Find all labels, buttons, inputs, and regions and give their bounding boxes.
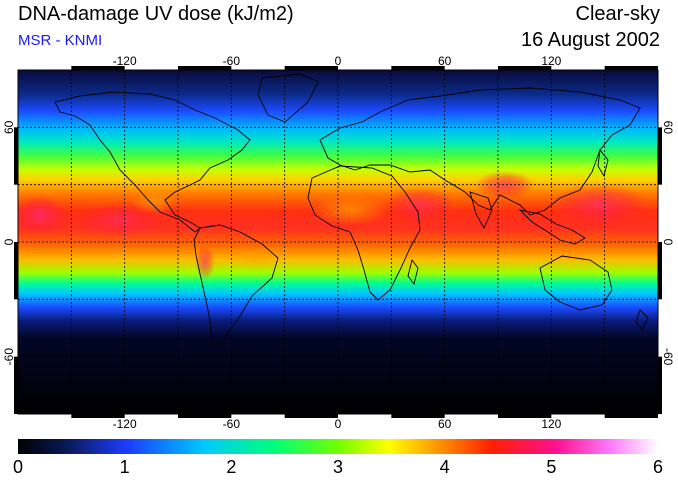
map-title: DNA-damage UV dose (kJ/m2) <box>18 3 294 25</box>
colorbar <box>18 439 658 454</box>
frame-tick <box>284 414 338 418</box>
lon-tick-label-bottom: 120 <box>541 417 561 431</box>
coastline-south-america <box>193 224 279 345</box>
coastline-africa <box>307 165 421 301</box>
coastline-india <box>469 191 493 229</box>
lon-tick-label-top: 0 <box>335 54 342 68</box>
frame-tick <box>658 242 662 300</box>
frame-tick <box>284 66 338 70</box>
colorbar-tick-label: 3 <box>332 457 344 477</box>
frame-tick <box>14 242 18 300</box>
frame-tick <box>604 66 658 70</box>
lat-tick-label-right: 60 <box>661 121 675 135</box>
colorbar-tick-label: 5 <box>546 457 557 477</box>
frame-tick <box>498 414 552 418</box>
lon-tick-label-top: 60 <box>438 54 452 68</box>
frame-tick <box>14 356 18 414</box>
frame-tick <box>658 356 662 414</box>
lat-tick-label-right: 0 <box>661 239 675 246</box>
colorbar-tick-label: 1 <box>119 457 130 477</box>
frame-tick <box>14 127 18 185</box>
frame-tick <box>391 414 445 418</box>
lat-tick-label-right: -60 <box>661 348 675 366</box>
coastline-europe-asia <box>319 87 641 216</box>
source-label: MSR - KNMI <box>18 32 103 49</box>
colorbar-tick-label: 6 <box>652 457 664 477</box>
coastlines <box>54 73 649 345</box>
coastline-north-america <box>54 91 251 233</box>
frame-ticks <box>14 66 662 418</box>
coastline-southeast-asia <box>518 209 586 245</box>
colorbar-tick-label: 2 <box>226 457 237 477</box>
colorbar-tick-label: 0 <box>12 457 24 477</box>
coastline-madagascar <box>407 258 419 286</box>
frame-tick <box>71 66 125 70</box>
gridlines <box>18 70 658 414</box>
frame-tick <box>178 66 232 70</box>
lon-tick-label-top: -120 <box>113 54 137 68</box>
sky-condition-label: Clear-sky <box>575 3 660 25</box>
lat-tick-label-left: 60 <box>2 120 16 134</box>
colorbar-tick-label: 4 <box>439 457 450 477</box>
lon-tick-label-bottom: -120 <box>113 417 137 431</box>
lon-tick-label-bottom: 0 <box>335 417 342 431</box>
frame-tick <box>498 66 552 70</box>
lat-tick-label-left: 0 <box>2 238 16 245</box>
frame-tick <box>604 414 658 418</box>
coastline-new-zealand <box>635 309 649 331</box>
lon-tick-label-top: -60 <box>223 54 241 68</box>
frame-tick <box>391 66 445 70</box>
lon-tick-label-bottom: 60 <box>438 417 452 431</box>
lat-tick-label-left: -60 <box>2 348 16 366</box>
coastline-japan <box>597 148 609 178</box>
lon-tick-label-bottom: -60 <box>223 417 241 431</box>
frame-tick <box>71 414 125 418</box>
coastline-greenland <box>257 73 319 123</box>
axis-labels: -120 -120 -60 -60 0 0 60 60 120 120 60 0 -60 60 0 -60 <box>2 54 675 431</box>
lon-tick-label-top: 120 <box>541 54 561 68</box>
frame-tick <box>178 414 232 418</box>
frame-tick <box>658 127 662 185</box>
date-label: 16 August 2002 <box>520 29 660 51</box>
coastline-australia <box>539 255 613 311</box>
